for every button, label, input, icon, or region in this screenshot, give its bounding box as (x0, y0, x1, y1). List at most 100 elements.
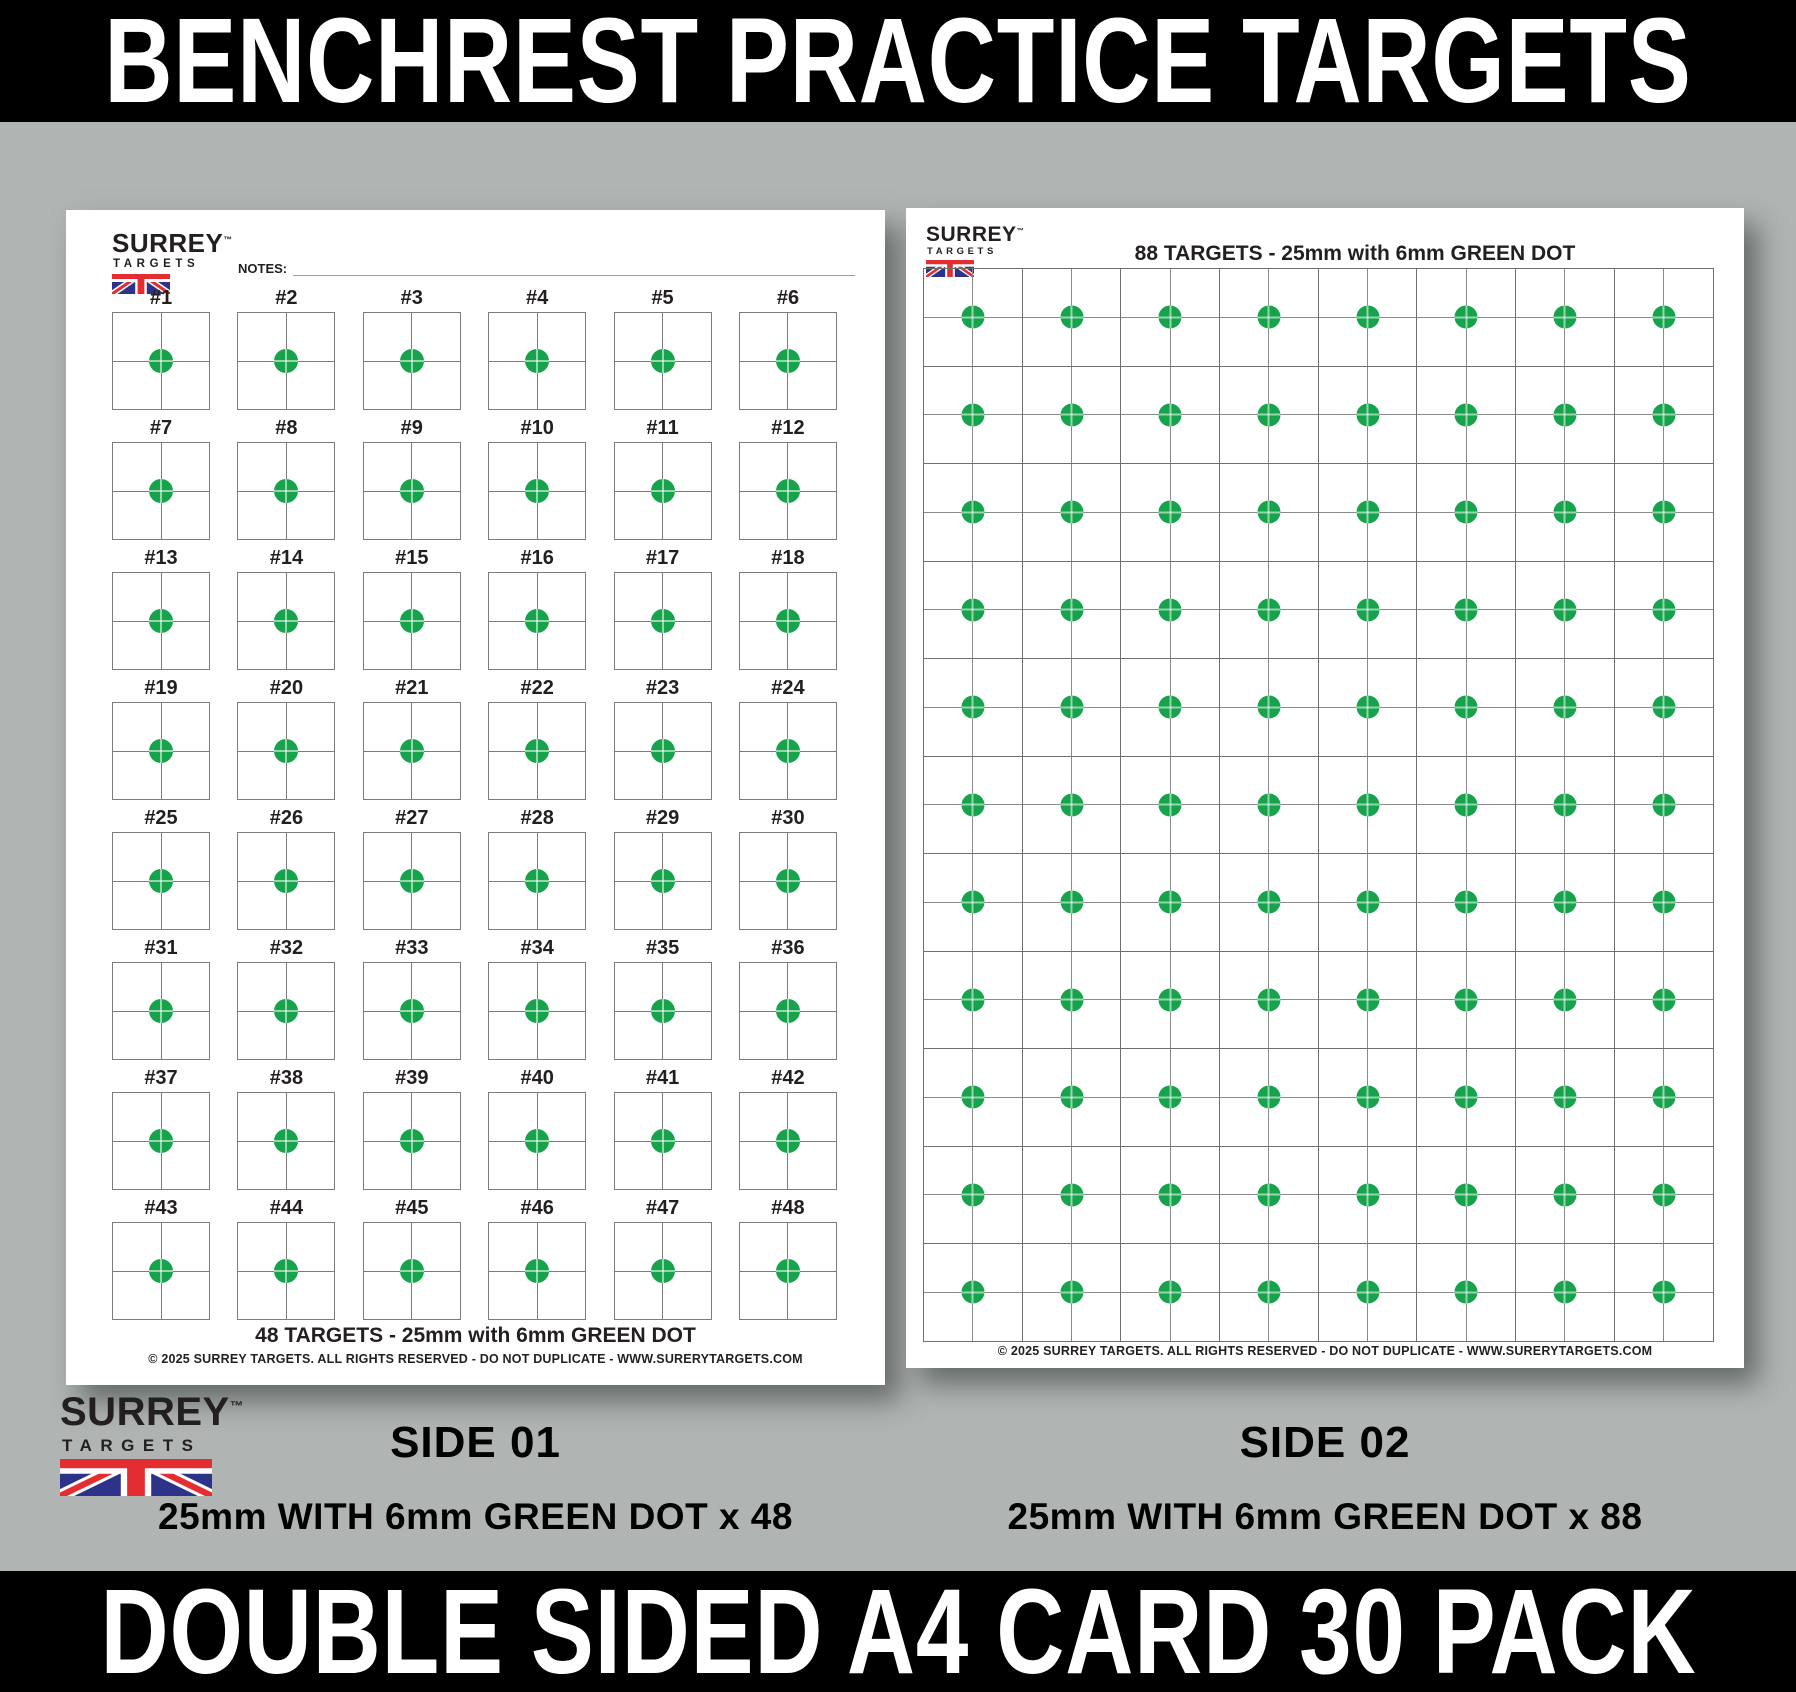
green-dot (1454, 1280, 1478, 1304)
grid-target (924, 1049, 1023, 1147)
target-number: #44 (269, 1197, 304, 1219)
green-dot (274, 609, 299, 633)
target-number: #47 (645, 1197, 680, 1219)
green-dot (1553, 598, 1577, 622)
green-dot (1158, 1183, 1182, 1207)
target-number: #30 (771, 807, 805, 829)
green-dot (1060, 793, 1084, 817)
green-dot (525, 999, 550, 1023)
green-dot (1454, 1085, 1478, 1109)
green-dot (1454, 403, 1478, 427)
green-dot (1356, 1280, 1380, 1304)
target-square (738, 702, 837, 800)
green-dot (1257, 695, 1281, 719)
target-square (362, 1092, 461, 1190)
green-dot (961, 988, 985, 1012)
green-dot (399, 609, 424, 633)
practice-target: #45 (362, 1196, 461, 1320)
green-dot (650, 739, 675, 763)
green-dot (961, 1280, 985, 1304)
grid-target (1516, 854, 1615, 952)
green-dot (149, 999, 173, 1023)
grid-target (1516, 366, 1615, 464)
green-dot (1553, 1183, 1577, 1207)
brand-name: SURREY™ (112, 228, 233, 258)
grid-target (1516, 756, 1615, 854)
practice-target: #16 (488, 546, 587, 670)
green-dot (1158, 500, 1182, 524)
green-dot (274, 1259, 299, 1283)
grid-target (1121, 1146, 1221, 1244)
green-dot (525, 1259, 550, 1283)
green-dot (1652, 598, 1676, 622)
practice-target: #30 (738, 806, 837, 930)
trademark-symbol: ™ (223, 234, 233, 245)
target-square (738, 442, 837, 540)
green-dot (775, 1259, 800, 1283)
bottom-banner-title: DOUBLE SIDED A4 CARD 30 PACK (100, 1571, 1696, 1692)
grid-target (1318, 464, 1418, 562)
surrey-targets-logo: SURREY™ TARGETS (112, 230, 233, 294)
target-square (738, 962, 837, 1060)
green-dot (1060, 1085, 1084, 1109)
grid-target (1318, 1049, 1418, 1147)
practice-target: #4 (488, 286, 587, 410)
grid-target (1516, 1146, 1615, 1244)
target-number: #35 (645, 937, 680, 959)
green-dot (1257, 988, 1281, 1012)
green-dot (1158, 695, 1182, 719)
green-dot (775, 739, 800, 763)
target-square (362, 962, 461, 1060)
grid-target (1220, 756, 1319, 854)
target-number: #37 (144, 1067, 178, 1089)
green-dot (650, 999, 675, 1023)
practice-target: #17 (613, 546, 712, 670)
green-dot (1652, 890, 1676, 914)
target-square (613, 312, 712, 410)
target-square (362, 442, 461, 540)
grid-target (1614, 854, 1714, 952)
green-dot (1257, 890, 1281, 914)
practice-target: #31 (112, 936, 210, 1060)
green-dot (399, 479, 424, 503)
grid-target (1614, 269, 1714, 367)
grid-target (1318, 561, 1418, 659)
green-dot (650, 609, 675, 633)
target-number: #32 (269, 937, 304, 959)
green-dot (1356, 890, 1380, 914)
grid-target (1614, 1244, 1714, 1342)
side2-title: SIDE 02 (1239, 1418, 1411, 1467)
grid-target (1318, 1146, 1418, 1244)
target-number: #12 (771, 417, 805, 439)
green-dot (274, 349, 299, 373)
target-number: #42 (771, 1067, 805, 1089)
green-dot (274, 999, 299, 1023)
target-square (488, 1222, 587, 1320)
target-number: #19 (144, 677, 178, 699)
grid-target (1220, 269, 1319, 367)
grid-target (1220, 366, 1319, 464)
green-dot (149, 1259, 173, 1283)
grid-target (1417, 659, 1517, 757)
target-number: #31 (144, 937, 178, 959)
practice-target: #32 (237, 936, 336, 1060)
notes-field: NOTES: (238, 260, 855, 276)
grid-target (1417, 756, 1517, 854)
practice-target: #20 (237, 676, 336, 800)
green-dot (149, 349, 173, 373)
green-dot (1652, 1183, 1676, 1207)
grid-target (924, 561, 1023, 659)
target-square (362, 832, 461, 930)
bottom-banner: DOUBLE SIDED A4 CARD 30 PACK (0, 1571, 1796, 1692)
green-dot (1454, 1183, 1478, 1207)
grid-target (1121, 756, 1221, 854)
target-number: #40 (520, 1067, 554, 1089)
target-number: #6 (776, 287, 800, 309)
trademark-symbol: ™ (229, 1398, 244, 1414)
green-dot (1158, 793, 1182, 817)
grid-target (1121, 464, 1221, 562)
green-dot (1158, 1085, 1182, 1109)
practice-target: #48 (738, 1196, 837, 1320)
green-dot (775, 869, 800, 893)
